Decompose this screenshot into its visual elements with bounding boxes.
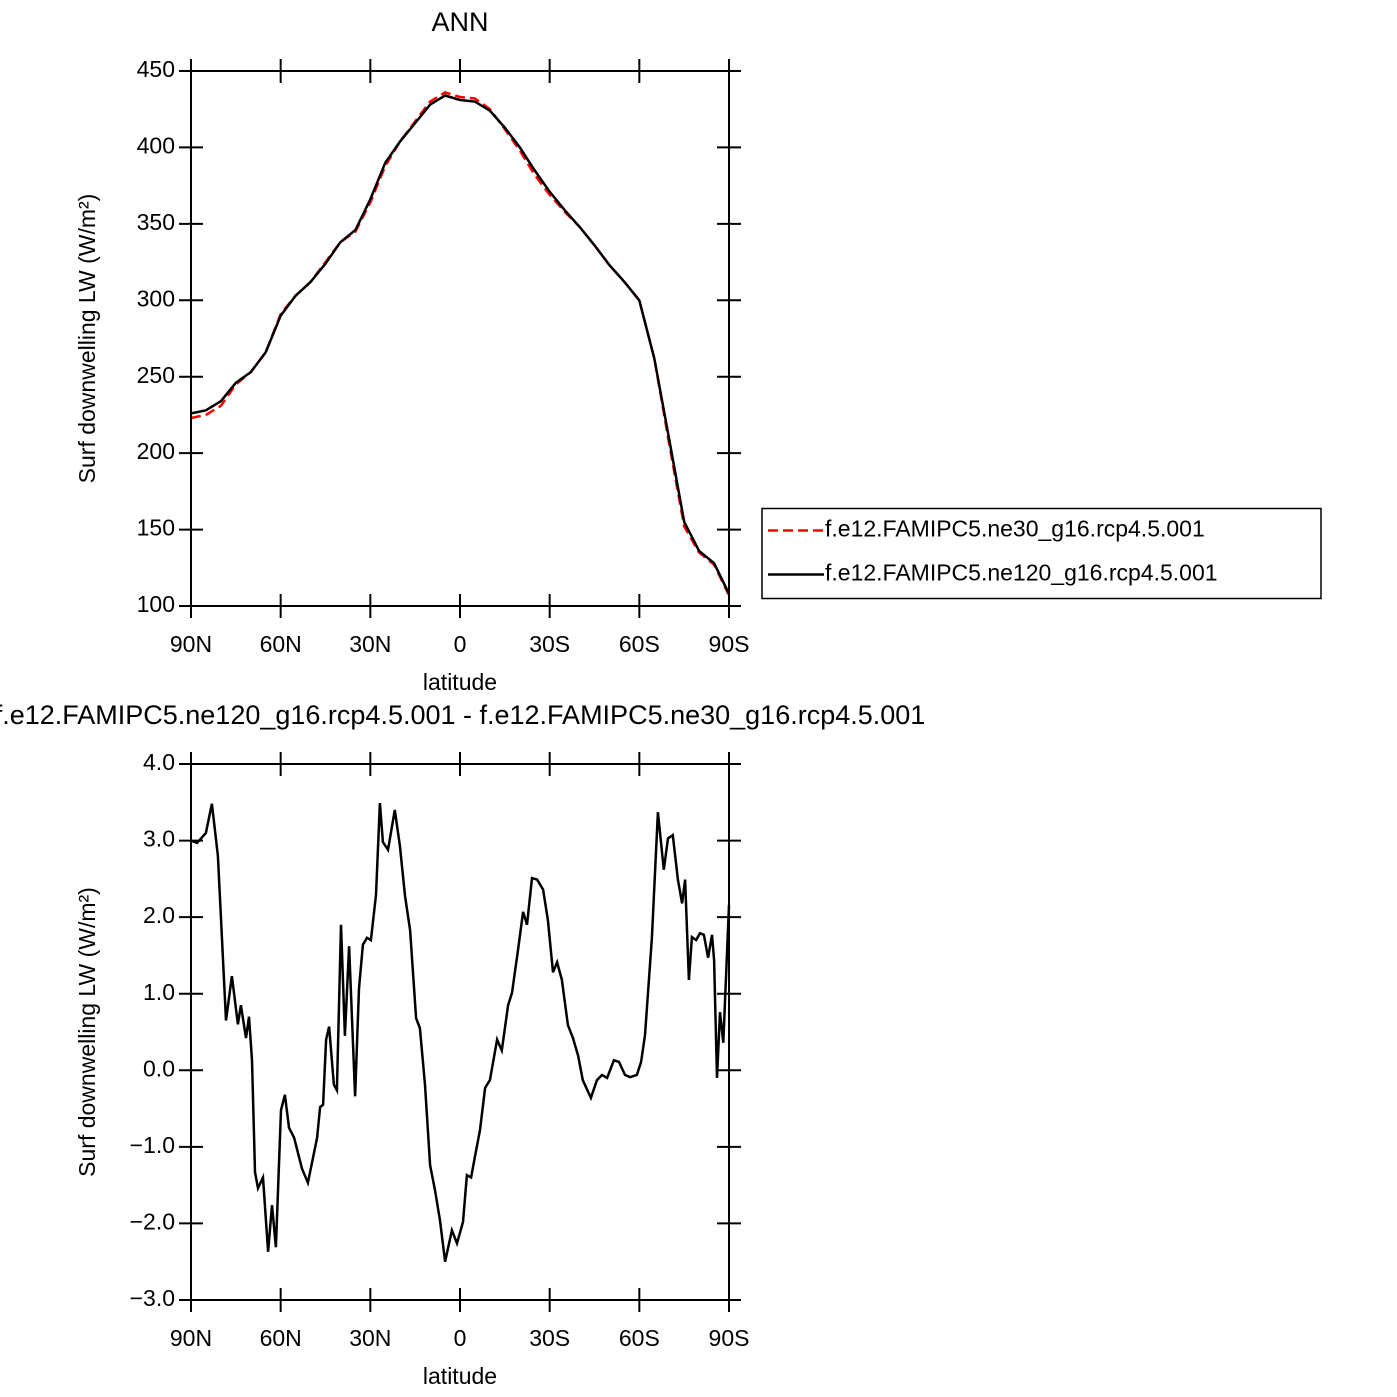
y-tick-label: 250 <box>137 362 175 388</box>
data-line <box>190 803 731 1262</box>
x-tick-label: 0 <box>454 631 467 657</box>
plot-frame <box>190 763 730 1301</box>
y-tick-label: 350 <box>137 209 175 235</box>
y-tick-label: 1.0 <box>143 979 175 1005</box>
y-axis-label: Surf downwelling LW (W/m²) <box>74 887 100 1177</box>
y-tick-label: 300 <box>137 285 175 311</box>
legend-label: f.e12.FAMIPC5.ne120_g16.rcp4.5.001 <box>825 560 1218 586</box>
x-tick-label: 60N <box>260 631 302 657</box>
x-tick-label: 90S <box>709 631 750 657</box>
y-tick-label: −3.0 <box>130 1285 175 1311</box>
x-tick-label: 30S <box>529 1325 570 1351</box>
x-tick-label: 30S <box>529 631 570 657</box>
y-tick-label: 450 <box>137 56 175 82</box>
y-tick-label: 4.0 <box>143 749 175 775</box>
x-tick-label: 60S <box>619 631 660 657</box>
data-line <box>190 94 731 595</box>
chart-title: f.e12.FAMIPC5.ne120_g16.rcp4.5.001 - f.e… <box>0 700 925 730</box>
x-tick-label: 90N <box>170 1325 212 1351</box>
y-tick-label: −1.0 <box>130 1132 175 1158</box>
x-axis-label: latitude <box>423 669 497 695</box>
x-axis-label: latitude <box>423 1363 497 1389</box>
x-tick-label: 30N <box>349 631 391 657</box>
data-line <box>190 91 731 596</box>
x-tick-label: 0 <box>454 1325 467 1351</box>
plot-frame <box>190 70 730 607</box>
y-tick-label: 200 <box>137 438 175 464</box>
y-axis-label: Surf downwelling LW (W/m²) <box>74 194 100 484</box>
legend-box <box>761 507 1322 600</box>
x-tick-label: 60N <box>260 1325 302 1351</box>
y-tick-label: 100 <box>137 591 175 617</box>
y-tick-label: 2.0 <box>143 902 175 928</box>
x-tick-label: 60S <box>619 1325 660 1351</box>
x-tick-label: 30N <box>349 1325 391 1351</box>
x-tick-label: 90S <box>709 1325 750 1351</box>
y-tick-label: 400 <box>137 133 175 159</box>
y-tick-label: 0.0 <box>143 1055 175 1081</box>
y-tick-label: 3.0 <box>143 826 175 852</box>
legend-label: f.e12.FAMIPC5.ne30_g16.rcp4.5.001 <box>825 516 1205 542</box>
chart-title: ANN <box>431 7 488 37</box>
x-tick-label: 90N <box>170 631 212 657</box>
y-tick-label: 150 <box>137 515 175 541</box>
y-tick-label: −2.0 <box>130 1209 175 1235</box>
